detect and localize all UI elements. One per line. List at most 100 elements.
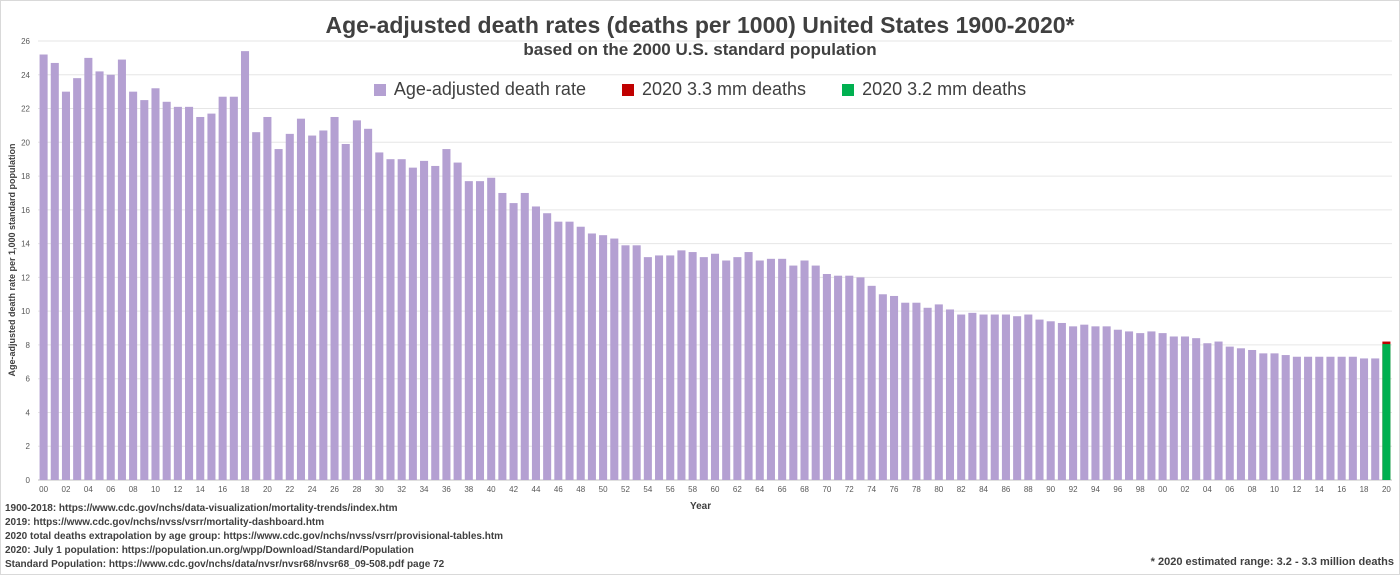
x-tick-label: 40 bbox=[487, 485, 496, 494]
x-tick-label: 02 bbox=[62, 485, 71, 494]
bar-2009 bbox=[1259, 353, 1268, 480]
legend-item-rate: Age-adjusted death rate bbox=[373, 79, 586, 100]
legend-swatch bbox=[621, 83, 634, 96]
bar-1998 bbox=[1136, 333, 1145, 480]
bar-1993 bbox=[1080, 324, 1089, 480]
bar-1995 bbox=[1102, 326, 1111, 480]
bar-1991 bbox=[1057, 322, 1066, 480]
bar-1939 bbox=[475, 181, 485, 480]
bar-2004 bbox=[1203, 343, 1212, 480]
bar-2014 bbox=[1315, 356, 1324, 480]
bar-1910 bbox=[151, 88, 160, 481]
bar-1930 bbox=[375, 152, 384, 480]
bar-1923 bbox=[296, 118, 305, 481]
bar-1958 bbox=[688, 252, 697, 480]
legend-item-3-2mm: 2020 3.2 mm deaths bbox=[842, 79, 1026, 100]
bar-1931 bbox=[386, 159, 395, 480]
bar-1967 bbox=[789, 265, 798, 480]
x-tick-label: 18 bbox=[1360, 485, 1369, 494]
note-line: 1900-2018: https://www.cdc.gov/nchs/data… bbox=[5, 503, 398, 514]
x-tick-label: 66 bbox=[778, 485, 787, 494]
bar-1920 bbox=[263, 116, 272, 480]
bar-1948 bbox=[576, 226, 585, 480]
x-tick-label: 30 bbox=[375, 485, 384, 494]
bar-1952 bbox=[621, 245, 630, 480]
x-tick-label: 00 bbox=[1158, 485, 1167, 494]
note-line: 2019: https://www.cdc.gov/nchs/nvss/vsrr… bbox=[5, 517, 325, 528]
x-tick-label: 24 bbox=[308, 485, 317, 494]
x-tick-label: 86 bbox=[1001, 485, 1010, 494]
x-tick-label: 90 bbox=[1046, 485, 1055, 494]
bar-2001 bbox=[1169, 336, 1178, 480]
bar-2011 bbox=[1281, 355, 1290, 480]
bar-1929 bbox=[364, 128, 373, 481]
y-tick-label: 0 bbox=[26, 476, 31, 485]
y-tick-label: 26 bbox=[21, 37, 30, 46]
bar-1962 bbox=[733, 257, 742, 480]
bar-1973 bbox=[856, 277, 865, 480]
bar-1990 bbox=[1046, 321, 1055, 480]
x-tick-label: 10 bbox=[1270, 485, 1279, 494]
x-tick-label: 82 bbox=[957, 485, 966, 494]
y-tick-label: 10 bbox=[21, 307, 30, 316]
bar-1907 bbox=[117, 59, 126, 480]
legend-swatch bbox=[373, 83, 386, 96]
bar-2010 bbox=[1270, 353, 1279, 480]
x-tick-label: 18 bbox=[241, 485, 250, 494]
bar-1976 bbox=[890, 295, 899, 480]
bar-1951 bbox=[610, 238, 619, 480]
bar-1900 bbox=[39, 54, 48, 480]
note-line: 2020 total deaths extrapolation by age g… bbox=[5, 531, 504, 542]
x-tick-label: 20 bbox=[263, 485, 272, 494]
x-tick-label: 78 bbox=[912, 485, 921, 494]
bar-1994 bbox=[1091, 326, 1100, 480]
y-tick-label: 6 bbox=[26, 375, 31, 384]
note-line: 2020: July 1 population: https://populat… bbox=[5, 545, 414, 556]
bar-1972 bbox=[845, 275, 854, 480]
y-tick-label: 24 bbox=[21, 71, 30, 80]
x-tick-label: 54 bbox=[643, 485, 652, 494]
x-tick-label: 32 bbox=[397, 485, 406, 494]
footnote: * 2020 estimated range: 3.2 - 3.3 millio… bbox=[1150, 556, 1394, 568]
bar-1963 bbox=[744, 252, 753, 480]
bar-1915 bbox=[207, 113, 216, 480]
bar-1914 bbox=[196, 116, 205, 480]
x-tick-label: 70 bbox=[822, 485, 831, 494]
y-tick-label: 20 bbox=[21, 138, 30, 147]
x-tick-label: 14 bbox=[196, 485, 205, 494]
x-tick-label: 58 bbox=[688, 485, 697, 494]
bar-1984 bbox=[979, 314, 988, 480]
bar-2013 bbox=[1304, 356, 1313, 480]
x-tick-label: 52 bbox=[621, 485, 630, 494]
bar-1987 bbox=[1013, 316, 1022, 480]
y-tick-label: 8 bbox=[26, 341, 31, 350]
y-tick-label: 4 bbox=[26, 408, 31, 417]
x-tick-label: 20 bbox=[1382, 485, 1391, 494]
chart-subtitle: based on the 2000 U.S. standard populati… bbox=[523, 40, 877, 59]
bar-2019 bbox=[1371, 358, 1380, 480]
y-tick-label: 12 bbox=[21, 273, 30, 282]
bar-1996 bbox=[1113, 329, 1122, 480]
bar-1924 bbox=[308, 135, 317, 481]
bar-1909 bbox=[140, 100, 149, 480]
bar-2012 bbox=[1292, 356, 1301, 480]
x-tick-label: 56 bbox=[666, 485, 675, 494]
bar-1978 bbox=[912, 302, 921, 480]
x-tick-label: 38 bbox=[464, 485, 473, 494]
x-tick-label: 60 bbox=[711, 485, 720, 494]
bar-1960 bbox=[710, 253, 720, 480]
bar-2020-3-2mm bbox=[1382, 344, 1391, 480]
x-tick-label: 06 bbox=[1225, 485, 1234, 494]
bar-1965 bbox=[766, 258, 775, 480]
bar-1950 bbox=[599, 235, 608, 480]
note-line: Standard Population: https://www.cdc.gov… bbox=[5, 559, 445, 570]
bar-1908 bbox=[129, 91, 138, 481]
bar-2016 bbox=[1337, 356, 1346, 480]
x-tick-label: 44 bbox=[532, 485, 541, 494]
bar-1941 bbox=[498, 192, 507, 480]
bar-1992 bbox=[1069, 326, 1078, 480]
bar-1979 bbox=[923, 307, 932, 480]
x-tick-label: 06 bbox=[106, 485, 115, 494]
bar-1989 bbox=[1035, 319, 1044, 480]
